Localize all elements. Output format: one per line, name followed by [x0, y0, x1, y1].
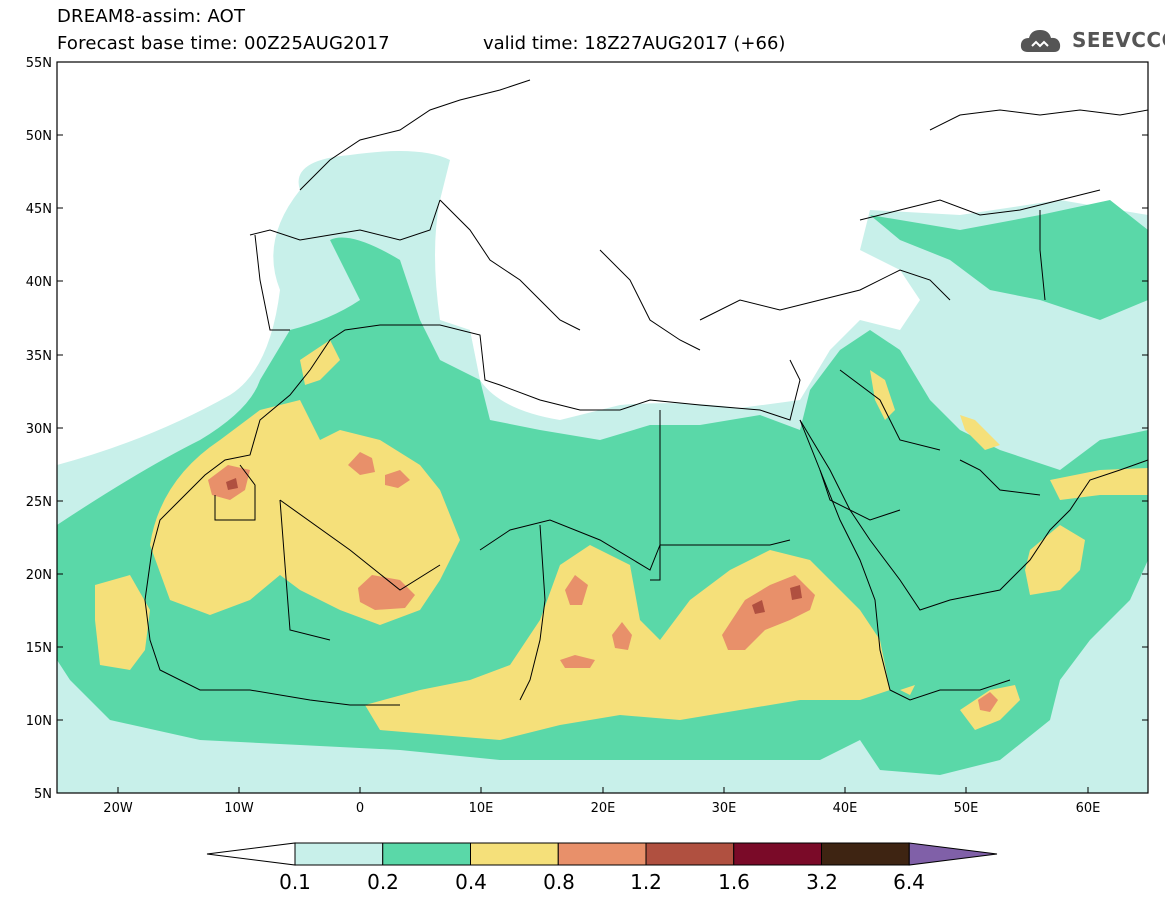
lat-label: 20N: [26, 568, 52, 583]
colorbar-segment: [294, 842, 384, 866]
colorbar-segment: [470, 842, 559, 866]
colorbar-label: 0.1: [279, 870, 311, 894]
logo-text: SEEVCCC: [1072, 28, 1165, 52]
lat-label: 45N: [26, 202, 52, 217]
colorbar-label: 0.2: [367, 870, 399, 894]
lat-label: 40N: [26, 275, 52, 290]
colorbar-segment: [645, 842, 735, 866]
colorbar-segment: [206, 842, 296, 866]
lon-label: 20W: [103, 801, 133, 816]
lat-label: 5N: [34, 787, 52, 802]
lat-label: 25N: [26, 495, 52, 510]
coastlines: [144, 79, 1148, 706]
lon-label: 0: [356, 801, 364, 816]
lon-label: 10W: [224, 801, 254, 816]
colorbar-label: 3.2: [806, 870, 838, 894]
lat-label: 10N: [26, 714, 52, 729]
colorbar-segment: [908, 842, 998, 866]
axis-ticks: [57, 61, 1148, 793]
lon-label: 30E: [712, 801, 737, 816]
colorbar-segment: [733, 842, 822, 866]
colorbar-label: 0.4: [455, 870, 487, 894]
colorbar: [206, 842, 998, 866]
valid-time: valid time: 18Z27AUG2017 (+66): [483, 33, 786, 54]
forecast-base-time: Forecast base time: 00Z25AUG2017: [57, 33, 390, 54]
colorbar-label: 6.4: [893, 870, 925, 894]
colorbar-segment: [557, 842, 647, 866]
longitude-labels: 20W 10W 0 10E 20E 30E 40E 50E 60E: [103, 801, 1100, 816]
lon-label: 50E: [954, 801, 979, 816]
map-title: DREAM8-assim: AOT: [57, 6, 246, 27]
colorbar-label: 0.8: [543, 870, 575, 894]
lon-label: 60E: [1076, 801, 1101, 816]
colorbar-segment: [382, 842, 471, 866]
lat-label: 15N: [26, 641, 52, 656]
lat-label: 55N: [26, 56, 52, 71]
aot-contour-1.2: [226, 478, 802, 614]
lat-label: 30N: [26, 422, 52, 437]
lon-label: 20E: [591, 801, 616, 816]
colorbar-label: 1.2: [630, 870, 662, 894]
lat-label: 50N: [26, 129, 52, 144]
colorbar-label: 1.6: [718, 870, 750, 894]
latitude-labels: 55N 50N 45N 40N 35N 30N 25N 20N 15N 10N …: [26, 56, 52, 802]
cloud-logo-icon: [1020, 30, 1061, 52]
colorbar-segment: [821, 842, 910, 866]
lat-label: 35N: [26, 349, 52, 364]
lon-label: 40E: [833, 801, 858, 816]
lon-label: 10E: [469, 801, 494, 816]
